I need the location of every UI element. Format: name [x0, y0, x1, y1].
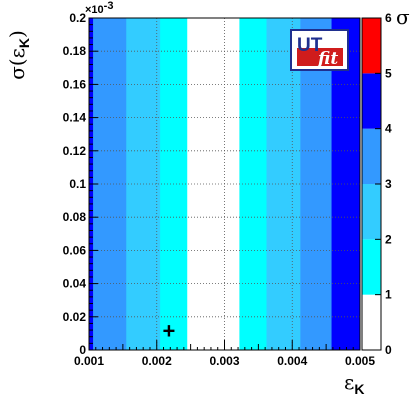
- x-tick-label: 0.001: [74, 354, 104, 368]
- colorbar-tick-label: 2: [385, 232, 392, 246]
- y-axis: 0 0.02 0.04 0.06 0.08 0.1 0.12 0.14 0.16 0.18 0.2: [63, 11, 98, 357]
- x-label-sub: K: [354, 381, 364, 397]
- x-tick-label: 0.005: [345, 354, 375, 368]
- y-tick-label: 0.02: [63, 310, 87, 324]
- y-tick-label: 0.08: [63, 210, 87, 224]
- y-tick-label: 0.12: [63, 144, 87, 158]
- x-tick-label: 0.004: [277, 354, 307, 368]
- band-5: [239, 18, 268, 350]
- y-axis-label: σ(εK): [5, 30, 32, 80]
- colorbar-tick-label: 4: [385, 122, 392, 136]
- y-tick-label: 0.1: [69, 177, 86, 191]
- y-tick-label: 0: [79, 343, 86, 357]
- colorbar-tick-label: 5: [385, 66, 392, 80]
- colorbar-tick-label: 3: [385, 177, 392, 191]
- colorbar: 0 1 2 3 4 5 6: [361, 11, 392, 357]
- y-tick-label: 0.18: [63, 44, 87, 58]
- y-tick-label: 0.2: [69, 11, 86, 25]
- colorbar-tick-label: 1: [385, 288, 392, 302]
- colorbar-title: σ: [396, 5, 410, 29]
- y-label-close: ): [5, 30, 29, 38]
- colorbar-segment-0: [362, 294, 381, 350]
- best-fit-marker: +: [163, 319, 176, 344]
- x-tick-label: 0.002: [142, 354, 172, 368]
- colorbar-tick-label: 6: [385, 11, 392, 25]
- x-tick-label: 0.003: [209, 354, 239, 368]
- colorbar-segment-5: [362, 18, 381, 74]
- y-exponent-base: ×10: [85, 4, 104, 16]
- marker-symbol: +: [163, 319, 176, 344]
- y-tick-label: 0.14: [63, 111, 87, 125]
- y-label-sub: K: [16, 38, 32, 48]
- band-4: [187, 18, 241, 350]
- color-bands: [89, 18, 360, 350]
- y-tick-label: 0.16: [63, 77, 87, 91]
- utfit-logo: UT fit: [290, 29, 349, 71]
- y-tick-label: 0.06: [63, 243, 87, 257]
- y-axis-exponent: ×10-3: [85, 0, 113, 16]
- band-8: [331, 18, 360, 350]
- x-label-symbol: ε: [344, 370, 354, 394]
- colorbar-tick-label: 0: [385, 343, 392, 357]
- x-axis-label: εK: [344, 370, 365, 397]
- logo-fit-text: fit: [317, 49, 338, 69]
- y-exponent-power: -3: [104, 0, 114, 12]
- colorbar-segment-3: [362, 128, 381, 184]
- colorbar-segment-1: [362, 239, 381, 295]
- x-axis: 0.001 0.002 0.003 0.004 0.005: [74, 340, 375, 368]
- y-tick-label: 0.04: [63, 277, 87, 291]
- colorbar-segment-4: [362, 73, 381, 129]
- colorbar-segment-2: [362, 184, 381, 240]
- logo-ut-text: UT: [297, 35, 323, 56]
- grid-lines: [89, 18, 360, 350]
- y-label-symbol: σ(ε: [5, 48, 29, 80]
